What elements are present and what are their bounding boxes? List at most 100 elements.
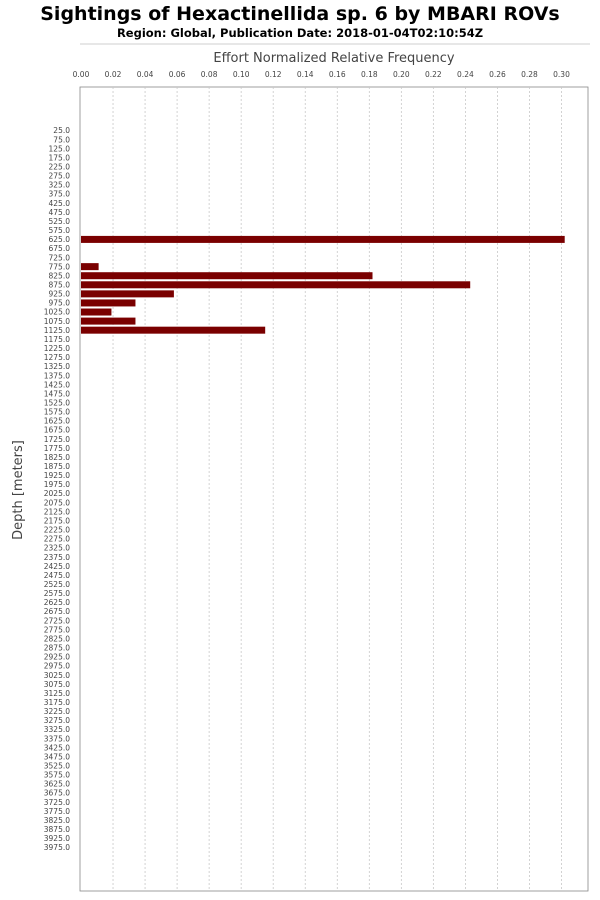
x-tick-label: 0.04 <box>137 70 154 79</box>
y-tick-label: 1075.0 <box>44 317 70 326</box>
x-tick-label: 0.30 <box>553 70 570 79</box>
y-tick-label: 1575.0 <box>44 408 70 417</box>
y-tick-label: 2175.0 <box>44 516 70 525</box>
y-tick-label: 575.0 <box>49 226 71 235</box>
y-tick-label: 2425.0 <box>44 562 70 571</box>
y-tick-label: 2625.0 <box>44 598 70 607</box>
y-tick-label: 2075.0 <box>44 498 70 507</box>
x-tick-label: 0.16 <box>329 70 346 79</box>
y-tick-label: 1725.0 <box>44 435 70 444</box>
y-tick-label: 3225.0 <box>44 707 70 716</box>
y-tick-label: 2975.0 <box>44 662 70 671</box>
y-tick-label: 1475.0 <box>44 389 70 398</box>
y-tick-label: 3325.0 <box>44 725 70 734</box>
y-tick-label: 2225.0 <box>44 526 70 535</box>
x-tick-label: 0.08 <box>201 70 218 79</box>
y-tick-label: 3375.0 <box>44 734 70 743</box>
bar-depth-775.0 <box>81 263 99 271</box>
y-tick-label: 3275.0 <box>44 716 70 725</box>
y-tick-label: 2125.0 <box>44 507 70 516</box>
y-tick-label: 2925.0 <box>44 653 70 662</box>
y-tick-label: 1275.0 <box>44 353 70 362</box>
x-tick-label: 0.06 <box>169 70 186 79</box>
y-tick-label: 3975.0 <box>44 843 70 852</box>
x-axis-label: Effort Normalized Relative Frequency <box>213 51 455 66</box>
y-tick-label: 1675.0 <box>44 426 70 435</box>
x-tick-label: 0.22 <box>425 70 442 79</box>
y-tick-label: 3625.0 <box>44 780 70 789</box>
x-tick-label: 0.26 <box>489 70 506 79</box>
y-tick-label: 1625.0 <box>44 417 70 426</box>
bar-depth-625.0 <box>81 235 565 243</box>
y-tick-label: 75.0 <box>53 135 70 144</box>
x-tick-label: 0.02 <box>105 70 122 79</box>
y-tick-label: 1775.0 <box>44 444 70 453</box>
y-tick-label: 1125.0 <box>44 326 70 335</box>
y-tick-label: 3525.0 <box>44 762 70 771</box>
y-tick-label: 2375.0 <box>44 553 70 562</box>
y-tick-label: 3875.0 <box>44 825 70 834</box>
y-tick-label: 3725.0 <box>44 798 70 807</box>
y-tick-label: 2775.0 <box>44 625 70 634</box>
bar-depth-825.0 <box>81 272 373 280</box>
x-tick-label: 0.28 <box>521 70 538 79</box>
x-tick-labels: 0.00 0.02 0.04 0.06 0.08 0.10 0.12 0.14 0.16 0.18… <box>73 70 570 79</box>
bar-depth-875.0 <box>81 281 471 289</box>
y-tick-label: 2825.0 <box>44 634 70 643</box>
bar-depth-1075.0 <box>81 317 136 325</box>
y-tick-label: 3575.0 <box>44 771 70 780</box>
y-tick-label: 2575.0 <box>44 589 70 598</box>
y-tick-label: 3175.0 <box>44 698 70 707</box>
x-tick-label: 0.10 <box>233 70 250 79</box>
y-tick-label: 1375.0 <box>44 371 70 380</box>
y-tick-label: 2025.0 <box>44 489 70 498</box>
bar-depth-925.0 <box>81 290 174 298</box>
y-tick-label: 275.0 <box>49 172 71 181</box>
x-tick-label: 0.18 <box>361 70 378 79</box>
y-tick-label: 675.0 <box>49 244 71 253</box>
y-tick-label: 2675.0 <box>44 607 70 616</box>
y-tick-labels: 25.075.0125.0175.0225.0275.0325.0375.042… <box>44 126 70 852</box>
y-tick-label: 1225.0 <box>44 344 70 353</box>
y-tick-label: 3425.0 <box>44 743 70 752</box>
y-tick-label: 25.0 <box>53 126 70 135</box>
y-tick-label: 975.0 <box>49 299 71 308</box>
y-tick-label: 925.0 <box>49 290 71 299</box>
bar-depth-1125.0 <box>81 326 266 334</box>
y-tick-label: 3675.0 <box>44 789 70 798</box>
y-tick-label: 1825.0 <box>44 453 70 462</box>
x-tick-label: 0.20 <box>393 70 410 79</box>
y-tick-label: 3475.0 <box>44 752 70 761</box>
y-tick-label: 1525.0 <box>44 398 70 407</box>
y-tick-label: 1975.0 <box>44 480 70 489</box>
x-tick-label: 0.14 <box>297 70 314 79</box>
y-tick-label: 1025.0 <box>44 308 70 317</box>
y-tick-label: 1875.0 <box>44 462 70 471</box>
y-tick-label: 625.0 <box>49 235 71 244</box>
y-tick-label: 475.0 <box>49 208 71 217</box>
y-tick-label: 825.0 <box>49 271 71 280</box>
y-tick-label: 425.0 <box>49 199 71 208</box>
y-tick-label: 3025.0 <box>44 671 70 680</box>
y-tick-label: 3925.0 <box>44 834 70 843</box>
x-tick-label: 0.24 <box>457 70 474 79</box>
y-tick-label: 2875.0 <box>44 644 70 653</box>
y-tick-label: 375.0 <box>49 190 71 199</box>
bars <box>81 235 565 334</box>
bar-depth-1025.0 <box>81 308 112 316</box>
y-tick-label: 2525.0 <box>44 580 70 589</box>
y-tick-label: 2325.0 <box>44 544 70 553</box>
y-tick-label: 725.0 <box>49 253 71 262</box>
y-tick-label: 3825.0 <box>44 816 70 825</box>
y-tick-label: 1925.0 <box>44 471 70 480</box>
plot-area <box>79 86 589 892</box>
y-tick-label: 1175.0 <box>44 335 70 344</box>
y-tick-label: 2475.0 <box>44 571 70 580</box>
chart-title: Sightings of Hexactinellida sp. 6 by MBA… <box>40 3 560 25</box>
y-axis-label: Depth [meters] <box>11 440 26 540</box>
chart-subtitle: Region: Global, Publication Date: 2018-0… <box>117 26 483 40</box>
bar-depth-975.0 <box>81 299 136 307</box>
y-tick-label: 3125.0 <box>44 689 70 698</box>
y-tick-label: 3775.0 <box>44 807 70 816</box>
y-tick-label: 875.0 <box>49 280 71 289</box>
